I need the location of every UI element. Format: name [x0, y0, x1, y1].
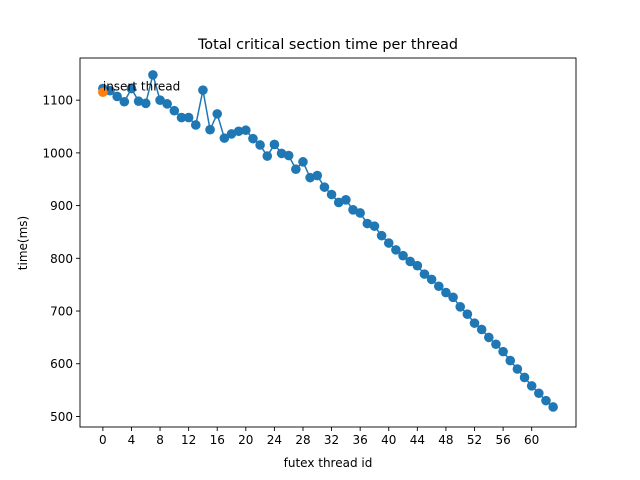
- series-0-point: [162, 99, 172, 109]
- y-tick-label: 900: [50, 199, 73, 213]
- y-tick-label: 700: [50, 305, 73, 319]
- x-axis-label: futex thread id: [284, 456, 373, 470]
- series-0-point: [433, 281, 444, 292]
- series-0-point: [291, 164, 301, 175]
- series-0-point: [198, 85, 208, 95]
- y-tick-label: 1000: [42, 146, 73, 160]
- series-0-point: [505, 355, 516, 366]
- series-0-point: [233, 126, 244, 137]
- x-tick-label: 28: [295, 433, 310, 447]
- series-0-point: [312, 170, 323, 181]
- series-0-point: [376, 230, 387, 241]
- chart-title: Total critical section time per thread: [197, 37, 458, 53]
- series-0-point: [526, 381, 537, 391]
- x-tick-label: 16: [210, 433, 225, 447]
- series-0-point: [519, 372, 530, 383]
- series-0-point: [369, 221, 380, 231]
- series-0-point: [476, 324, 487, 335]
- series-0-point: [419, 269, 430, 279]
- series-0-point: [219, 133, 230, 143]
- series-0-point: [355, 208, 365, 218]
- series-0-point: [148, 70, 158, 80]
- x-tick-label: 44: [410, 433, 425, 447]
- series-0-point: [326, 189, 337, 200]
- plot-area: insert thread: [79, 57, 577, 428]
- series-0-point: [548, 402, 558, 412]
- series-0-point: [534, 388, 544, 399]
- series-0-point: [405, 256, 415, 267]
- x-tick-label: 60: [524, 433, 539, 447]
- x-axis: 0 4 8 12 16 20 24 28 32 36 40 44 48 52 56 60: [99, 427, 539, 447]
- series-0-point: [269, 139, 280, 150]
- series-0-point: [126, 83, 137, 94]
- series-0-point: [169, 105, 180, 116]
- series-0-point: [469, 318, 480, 328]
- series-0-point: [341, 195, 351, 205]
- annotation-label: insert thread: [103, 79, 180, 93]
- series-0-point: [298, 157, 308, 167]
- series-0-point: [498, 346, 508, 357]
- series-1-point: [98, 87, 108, 98]
- y-tick-label: 1100: [42, 94, 73, 108]
- x-tick-label: 48: [438, 433, 453, 447]
- series-0-point: [512, 364, 523, 374]
- x-tick-label: 24: [267, 433, 282, 447]
- x-tick-label: 40: [381, 433, 396, 447]
- series-0-point: [484, 332, 494, 343]
- series-0-point: [541, 395, 551, 406]
- x-tick-label: 8: [156, 433, 164, 447]
- series-0-point: [176, 112, 187, 123]
- series-0-point: [348, 205, 358, 215]
- x-tick-label: 56: [495, 433, 510, 447]
- series-0-point: [391, 245, 401, 255]
- plot-frame: [79, 57, 577, 428]
- series-0-point: [426, 274, 437, 285]
- series-0-point: [155, 95, 165, 105]
- series-0-point: [205, 124, 215, 135]
- series-0-point: [283, 150, 294, 161]
- series-0-point: [255, 140, 265, 150]
- series-0-point: [248, 133, 258, 144]
- series-0-point: [448, 292, 458, 303]
- series-0-point: [412, 260, 423, 271]
- x-tick-label: 4: [128, 433, 136, 447]
- y-axis: 500 600 700 800 900 1000 1100: [42, 94, 80, 424]
- series-0-point: [383, 238, 394, 248]
- series-0-point: [441, 287, 451, 298]
- x-tick-label: 36: [353, 433, 368, 447]
- series-0-point: [183, 112, 194, 123]
- x-tick-label: 12: [181, 433, 196, 447]
- x-tick-label: 0: [99, 433, 107, 447]
- series-0-point: [455, 302, 466, 312]
- series-0-point: [491, 339, 501, 350]
- y-axis-label: time(ms): [16, 216, 30, 270]
- series-0-point: [319, 182, 330, 192]
- x-tick-label: 52: [467, 433, 482, 447]
- series-0-point: [112, 91, 122, 102]
- series-0-point: [190, 120, 201, 130]
- series-0-point: [212, 109, 223, 119]
- series-0-point: [105, 85, 115, 96]
- series-0-point: [241, 125, 251, 136]
- series-0-point: [462, 309, 473, 319]
- y-tick-label: 800: [50, 252, 73, 266]
- y-tick-label: 500: [50, 410, 73, 424]
- series-0-point: [398, 250, 408, 261]
- x-tick-label: 20: [238, 433, 253, 447]
- y-tick-label: 600: [50, 357, 73, 371]
- series-0-point: [262, 151, 273, 161]
- series-0-point: [140, 98, 151, 109]
- series-0-point: [119, 96, 130, 107]
- x-tick-label: 32: [324, 433, 339, 447]
